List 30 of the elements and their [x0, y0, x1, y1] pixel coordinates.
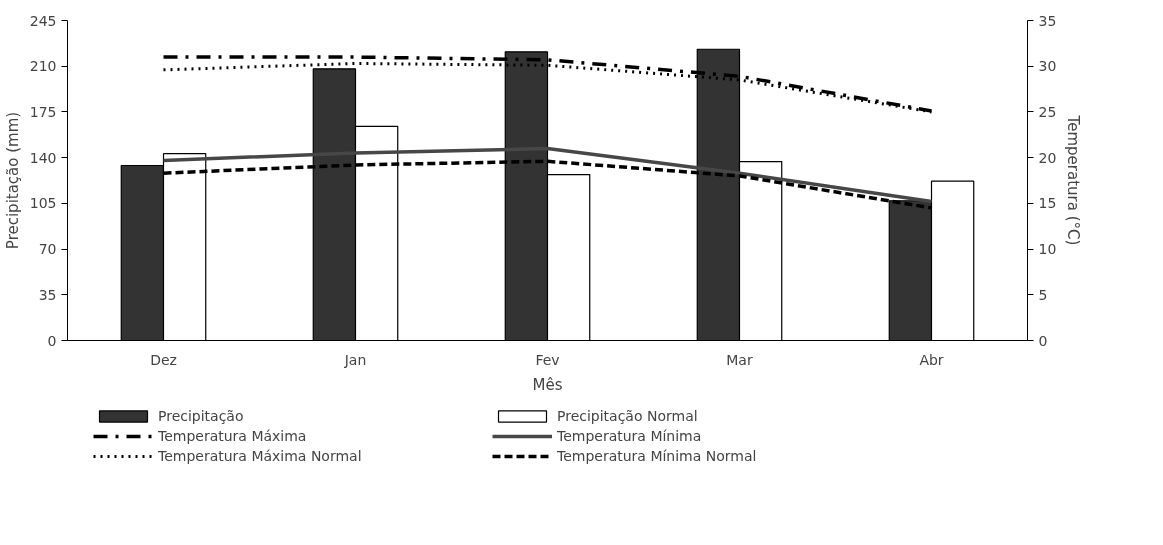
- y-axis-title: Precipitação (mm): [3, 111, 22, 250]
- legend-label: Temperatura Máxima: [157, 428, 308, 444]
- y-tick-label: 140: [29, 149, 57, 166]
- x-tick-label: Abr: [919, 351, 944, 368]
- y2-tick-label: 25: [1038, 103, 1057, 120]
- x-tick-label: Jan: [343, 351, 367, 368]
- legend-label: Precipitação Normal: [556, 408, 699, 424]
- y2-tick-label: 15: [1038, 195, 1057, 212]
- x-axis-title: Mês: [532, 375, 563, 394]
- y-tick-label: 175: [29, 103, 57, 120]
- legend-label: Temperatura Mínima Normal: [556, 448, 758, 464]
- y2-tick-label: 0: [1038, 332, 1048, 349]
- legend-label: Temperatura Máxima Normal: [157, 448, 363, 464]
- y-tick-label: 35: [38, 286, 57, 303]
- y2-tick-label: 10: [1038, 241, 1057, 258]
- y2-tick-label: 20: [1038, 149, 1057, 166]
- y2-tick-label: 35: [1038, 12, 1057, 29]
- y2-tick-label: 5: [1038, 286, 1048, 303]
- y-tick-label: 210: [29, 58, 57, 75]
- y-tick-label: 245: [29, 12, 57, 29]
- x-tick-label: Mar: [726, 351, 753, 368]
- y2-tick-label: 30: [1038, 58, 1057, 75]
- x-tick-label: Dez: [150, 351, 177, 368]
- legend-label: Temperatura Mínima: [556, 428, 703, 444]
- y2-axis-title: Temperatura (°C): [1064, 114, 1083, 246]
- y-tick-label: 70: [38, 241, 57, 258]
- y-tick-label: 0: [47, 332, 57, 349]
- y-tick-label: 105: [29, 195, 57, 212]
- legend-label: Precipitação: [157, 408, 245, 424]
- x-tick-label: Fev: [535, 351, 560, 368]
